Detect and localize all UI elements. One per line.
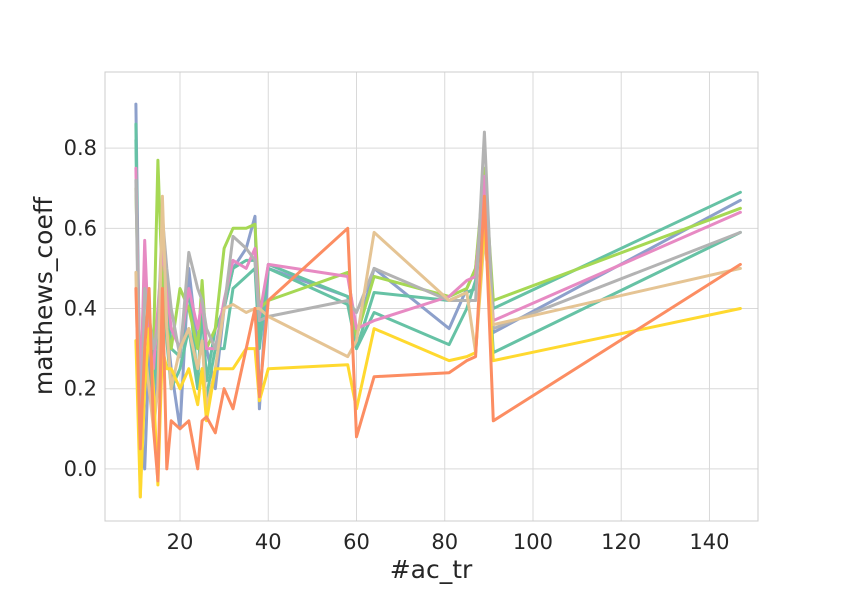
x-axis-label: #ac_tr (390, 555, 473, 584)
x-tick-label: 140 (689, 530, 729, 554)
plot-frame (104, 71, 759, 522)
y-tick-label: 0.4 (64, 297, 97, 321)
x-tick-label: 60 (343, 530, 370, 554)
y-tick-label: 0.6 (64, 216, 97, 240)
x-tick-label: 20 (167, 530, 194, 554)
y-tick-label: 0.8 (64, 136, 97, 160)
series-line-9 (134, 194, 742, 483)
y-tick-label: 0.0 (64, 457, 97, 481)
y-axis-label: matthews_coeff (29, 196, 58, 395)
x-tick-label: 120 (601, 530, 641, 554)
x-tick-label: 40 (255, 530, 282, 554)
x-tick-labels: 20 40 60 80 100 120 140 (167, 530, 730, 554)
series-line-7 (134, 194, 742, 499)
x-tick-label: 100 (513, 530, 553, 554)
x-tick-label: 80 (431, 530, 458, 554)
y-tick-label: 0.2 (64, 377, 97, 401)
y-tick-labels: 0.0 0.2 0.4 0.6 0.8 (64, 136, 97, 481)
series-layer (134, 102, 742, 499)
